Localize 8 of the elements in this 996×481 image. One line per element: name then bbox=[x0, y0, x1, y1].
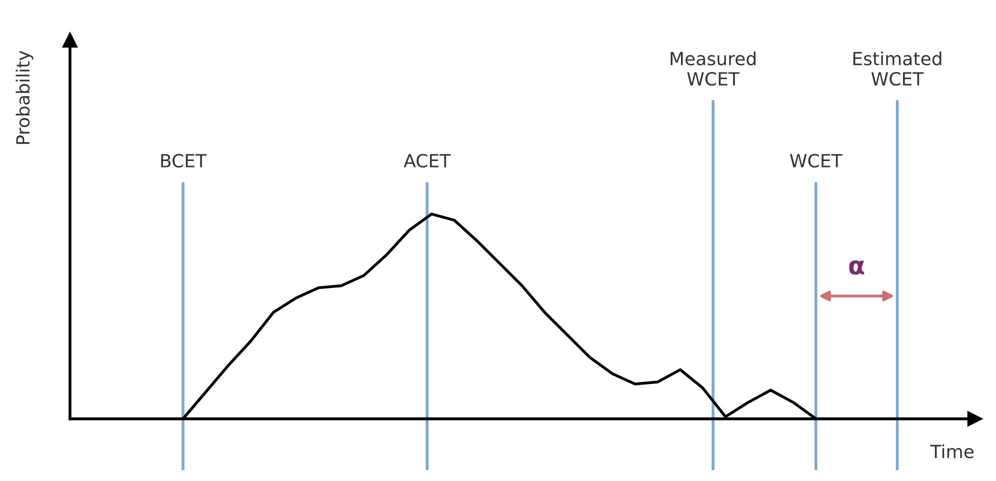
text: Probability bbox=[16, 50, 34, 144]
text: Estimated WCET bbox=[853, 51, 942, 86]
text: Measured WCET bbox=[670, 51, 756, 86]
text: BCET bbox=[161, 154, 207, 168]
text: ACET bbox=[404, 154, 451, 168]
text: α bbox=[849, 260, 864, 275]
text: WCET bbox=[790, 154, 842, 168]
text: Time bbox=[930, 444, 974, 458]
